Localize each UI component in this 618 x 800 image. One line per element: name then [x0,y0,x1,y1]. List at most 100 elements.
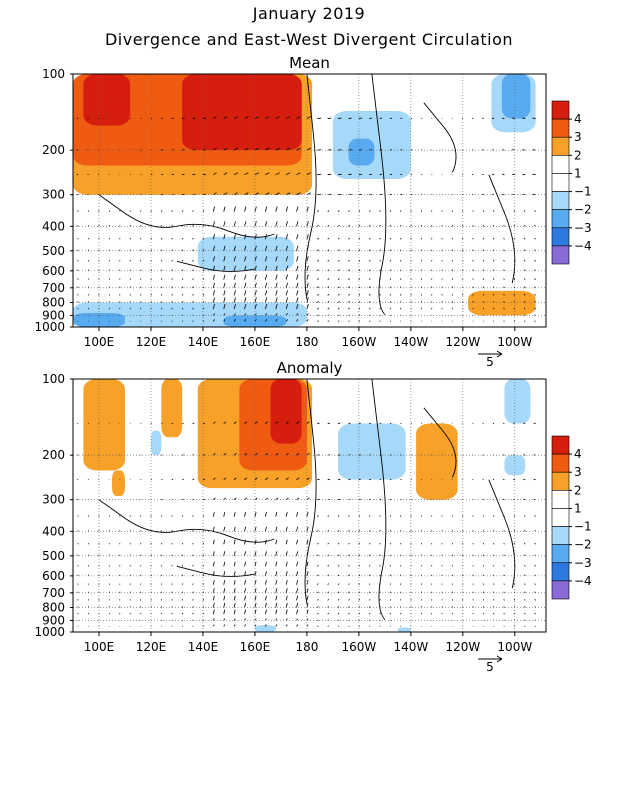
grid-lines [73,378,546,633]
colorbar-label: 2 [574,148,582,162]
x-tick-label: 180 [295,640,318,654]
y-tick-label: 700 [42,586,65,600]
x-tick-label: 100E [84,335,115,349]
y-tick-label: 800 [42,295,65,309]
y-tick-label: 600 [42,264,65,278]
y-tick-label: 400 [42,524,65,538]
x-tick-label: 120W [445,640,480,654]
colorbar: 4 3 2 1 −1 −2 −3 −4 [551,435,592,600]
colorbar-label: −3 [574,556,592,570]
colorbar-label: −2 [574,538,592,552]
y-tick-label: 500 [42,244,65,258]
x-tick-label: 160W [341,640,376,654]
plot-frame [72,73,547,328]
colorbar-swatch [551,526,570,545]
main-title: January 2019 [252,4,366,23]
divergence-region-8 [150,430,162,456]
y-tick-label: 600 [42,569,65,583]
colorbar-label: −4 [574,239,592,253]
contour-0 [304,379,317,605]
colorbar-swatch [551,173,570,192]
contour-1 [371,379,387,621]
panel-mean: Mean 100E 120E 140E 160E 180 160W 140W 120W 100W 1… [34,54,591,369]
reference-vector-head [496,350,503,358]
colorbar-label: 2 [574,483,582,497]
grid-lines [73,73,546,328]
x-tick-label: 100W [497,640,532,654]
colorbar-swatch [551,508,570,527]
divergence-region-3 [83,74,131,126]
contour-lines [98,379,516,621]
colorbar-swatch [551,227,570,247]
divergence-region-7 [348,138,375,166]
x-tick-label: 160E [240,335,271,349]
colorbar-label: 4 [574,112,582,126]
y-tick-label: 700 [42,281,65,295]
colorbar-label: 1 [574,166,582,180]
divergence-region-4 [270,379,302,444]
x-tick-label: 180 [295,335,318,349]
divergence-region-7 [338,423,406,480]
colorbar-swatch [551,100,570,120]
panel-anomaly: Anomaly 100E 120E 140E 160E 180 160W 140W 120W 10… [34,359,591,674]
divergence-region-11 [254,625,276,632]
panel-title: Anomaly [277,359,343,377]
shading-layer [73,74,536,327]
contour-4 [176,565,256,577]
panel-title: Mean [289,54,330,72]
colorbar-swatch [551,136,570,156]
plot-frame [72,378,547,633]
contour-5 [423,102,457,173]
colorbar-label: 3 [574,130,582,144]
x-tick-label: 120E [136,640,167,654]
y-tick-label: 1000 [34,320,65,334]
divergence-region-5 [468,290,536,316]
divergence-region-6 [111,470,125,496]
contour-2 [488,174,516,284]
contour-1 [371,74,387,316]
y-tick-label: 400 [42,219,65,233]
y-tick-label: 100 [42,67,65,81]
divergence-region-12 [73,312,125,327]
colorbar-swatch [551,435,570,455]
colorbar-swatch [551,245,570,265]
x-tick-label: 100W [497,335,532,349]
colorbar-swatch [551,580,570,600]
colorbar-label: −2 [574,203,592,217]
y-tick-label: 100 [42,372,65,386]
divergence-region-12 [397,627,411,632]
colorbar-label: 4 [574,447,582,461]
x-tick-label: 100E [84,640,115,654]
x-tick-label: 160E [240,640,271,654]
contour-lines [98,74,516,316]
colorbar-label: −4 [574,574,592,588]
colorbar-swatch [551,453,570,473]
colorbar-label: −1 [574,520,592,534]
y-tick-label: 200 [42,143,65,157]
colorbar-swatch [551,155,570,174]
y-tick-label: 800 [42,600,65,614]
reference-vector-label: 5 [486,660,494,674]
shading-layer [77,379,536,632]
x-tick-label: 140E [188,335,219,349]
x-tick-label: 120E [136,335,167,349]
contour-3 [98,194,275,238]
y-tick-label: 900 [42,613,65,627]
x-tick-label: 140W [393,640,428,654]
y-tick-label: 500 [42,549,65,563]
divergence-region-10 [504,455,526,476]
divergence-region-9 [504,379,531,424]
x-tick-label: 140E [188,640,219,654]
colorbar-swatch [551,209,570,229]
y-tick-label: 300 [42,493,65,507]
divergence-region-2 [182,74,302,151]
colorbar-label: −3 [574,221,592,235]
colorbar-label: 3 [574,465,582,479]
x-tick-label: 140W [393,335,428,349]
x-tick-label: 120W [445,335,480,349]
divergence-region-9 [501,74,531,119]
divergence-region-10 [197,236,294,271]
colorbar-swatch [551,471,570,491]
contour-0 [304,74,317,300]
y-tick-label: 300 [42,188,65,202]
